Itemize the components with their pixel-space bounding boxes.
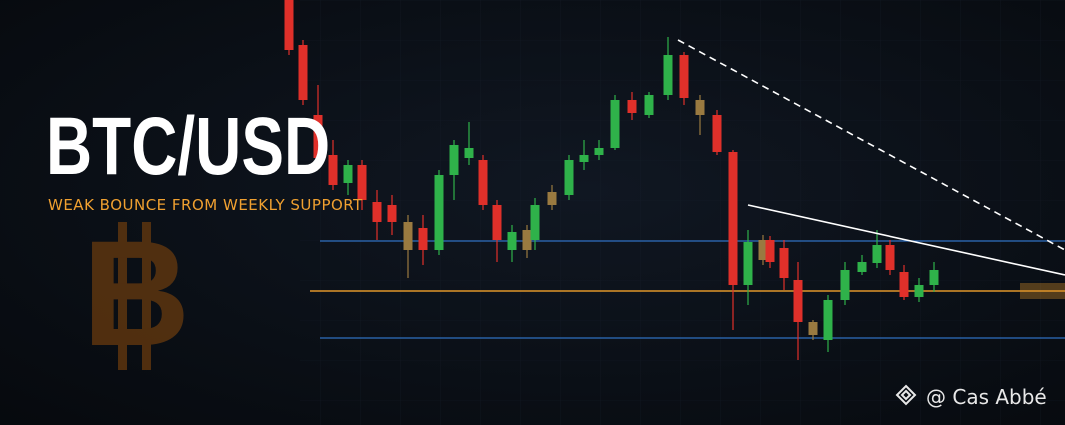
candle-body (547, 192, 557, 205)
title: BTC/USD (46, 99, 330, 192)
candle-body (627, 100, 637, 113)
credit-logo (895, 384, 917, 406)
candle-body (857, 262, 867, 272)
candle-body (758, 240, 768, 260)
candle-body (403, 222, 413, 250)
candle-body (728, 152, 738, 285)
candle-body (793, 280, 803, 322)
candle-body (372, 202, 382, 222)
candle-body (387, 205, 397, 222)
candle-body (679, 55, 689, 98)
candle-body (743, 242, 753, 285)
candles (284, 0, 939, 360)
candle-body (478, 160, 488, 205)
candle-body (434, 175, 444, 250)
trend-line (747, 204, 1065, 276)
candle-body (418, 228, 428, 250)
bitcoin-logo: B (82, 209, 190, 377)
subtitle: WEAK BOUNCE FROM WEEKLY SUPPORT (48, 196, 363, 214)
support-glow (1020, 283, 1065, 299)
candle-body (610, 100, 620, 148)
credit: @ Cas Abbé (926, 385, 1047, 409)
candle-body (522, 230, 532, 250)
candle-body (530, 205, 540, 240)
candle-body (823, 300, 833, 340)
candle-body (765, 240, 775, 262)
candle-body (712, 115, 722, 152)
candle-body (507, 232, 517, 250)
candle-body (899, 272, 909, 297)
candle-body (343, 165, 353, 183)
candle-body (929, 270, 939, 285)
candle-body (594, 148, 604, 155)
trend-line-dashed (677, 39, 1065, 251)
candle-body (298, 45, 308, 100)
candle-body (564, 160, 574, 195)
candle-body (464, 148, 474, 158)
candle-body (357, 165, 367, 200)
candle-body (663, 55, 673, 95)
candle-body (779, 248, 789, 278)
candle-body (284, 0, 294, 50)
candle-body (872, 245, 882, 263)
candle-body (449, 145, 459, 175)
candle-body (914, 285, 924, 297)
candle-body (579, 155, 589, 162)
candle-body (644, 95, 654, 115)
candle-body (885, 245, 895, 270)
candle-body (695, 100, 705, 115)
candle-body (808, 322, 818, 335)
candle-body (840, 270, 850, 300)
svg-text:B: B (82, 209, 190, 377)
candle-body (328, 155, 338, 185)
candle-body (492, 205, 502, 240)
candle-body (313, 115, 323, 158)
